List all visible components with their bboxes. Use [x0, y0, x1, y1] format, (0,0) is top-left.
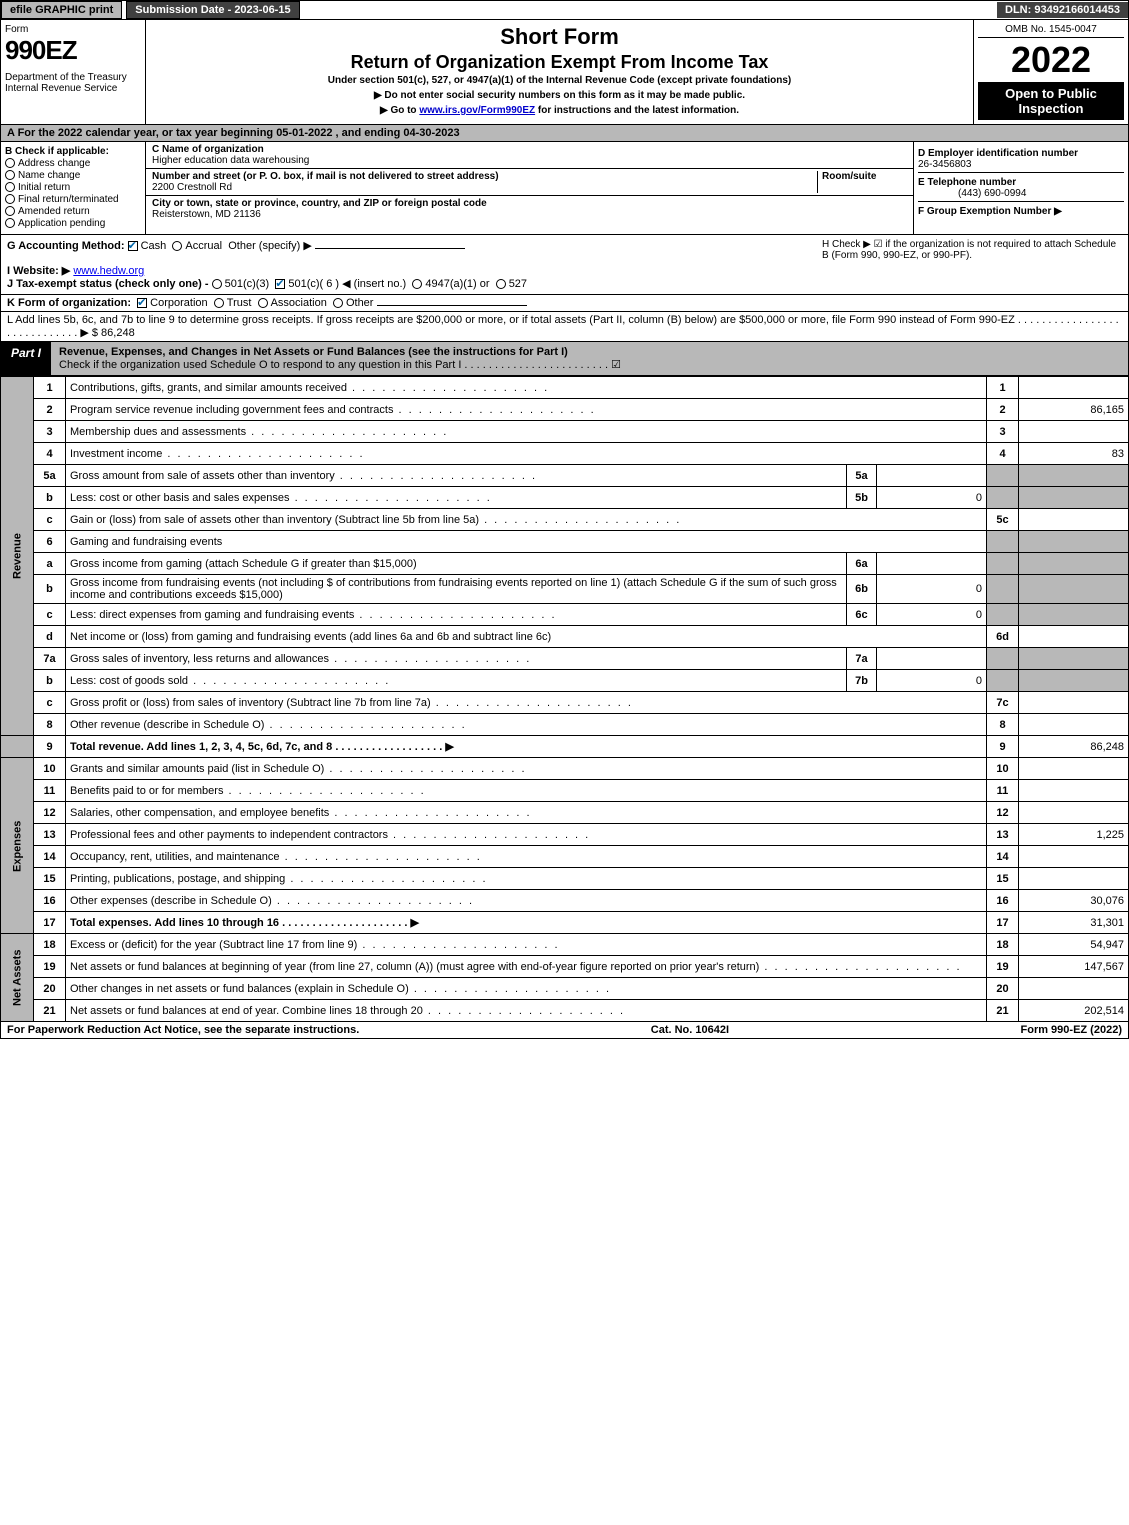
part1-header: Part I Revenue, Expenses, and Changes in…: [0, 342, 1129, 376]
omb-number: OMB No. 1545-0047: [978, 24, 1124, 38]
line-6c-val: 0: [877, 604, 987, 626]
line-2-val: 86,165: [1019, 399, 1129, 421]
check-4947[interactable]: [412, 279, 422, 289]
line-1-val: [1019, 377, 1129, 399]
line-18-val: 54,947: [1019, 934, 1129, 956]
section-l: L Add lines 5b, 6c, and 7b to line 9 to …: [0, 312, 1129, 342]
title-return: Return of Organization Exempt From Incom…: [154, 52, 965, 73]
efile-button[interactable]: efile GRAPHIC print: [1, 1, 122, 19]
b-title: B Check if applicable:: [5, 146, 109, 157]
line-1-desc: Contributions, gifts, grants, and simila…: [66, 377, 987, 399]
side-revenue: Revenue: [1, 377, 34, 736]
title-box: Short Form Return of Organization Exempt…: [146, 20, 973, 124]
tel-label: E Telephone number: [918, 177, 1016, 188]
other-org-input[interactable]: [377, 305, 527, 306]
org-street: 2200 Crestnoll Rd: [152, 182, 232, 193]
section-k: K Form of organization: Corporation Trus…: [0, 295, 1129, 312]
ein-label: D Employer identification number: [918, 148, 1078, 159]
form-id-box: Form 990EZ Department of the Treasury In…: [1, 20, 146, 124]
section-h: H Check ▶ ☑ if the organization is not r…: [822, 239, 1122, 261]
top-bar: efile GRAPHIC print Submission Date - 20…: [0, 0, 1129, 20]
tax-year: 2022: [978, 42, 1124, 78]
year-box: OMB No. 1545-0047 2022 Open to Public In…: [973, 20, 1128, 124]
form-header: Form 990EZ Department of the Treasury In…: [0, 20, 1129, 125]
goto-line: ▶ Go to www.irs.gov/Form990EZ for instru…: [154, 105, 965, 116]
c-room-label: Room/suite: [822, 171, 876, 182]
website-link[interactable]: www.hedw.org: [73, 265, 144, 277]
line-1-num: 1: [34, 377, 66, 399]
c-city-label: City or town, state or province, country…: [152, 198, 487, 209]
check-address-change[interactable]: Address change: [5, 158, 141, 169]
goto-pre: ▶ Go to: [380, 105, 419, 116]
c-street-label: Number and street (or P. O. box, if mail…: [152, 171, 499, 182]
irs-link[interactable]: www.irs.gov/Form990EZ: [419, 105, 535, 116]
line-21-val: 202,514: [1019, 1000, 1129, 1022]
part1-table: Revenue 1 Contributions, gifts, grants, …: [0, 376, 1129, 1022]
section-b: B Check if applicable: Address change Na…: [1, 142, 146, 234]
line-16-val: 30,076: [1019, 890, 1129, 912]
open-inspection: Open to Public Inspection: [978, 82, 1124, 120]
other-specify-input[interactable]: [315, 248, 465, 249]
check-amended-return[interactable]: Amended return: [5, 206, 141, 217]
check-application-pending[interactable]: Application pending: [5, 218, 141, 229]
footer: For Paperwork Reduction Act Notice, see …: [0, 1022, 1129, 1039]
check-corporation[interactable]: [137, 298, 147, 308]
form-number: 990EZ: [5, 35, 141, 66]
check-association[interactable]: [258, 298, 268, 308]
section-a: A For the 2022 calendar year, or tax yea…: [0, 125, 1129, 142]
line-5b-val: 0: [877, 487, 987, 509]
check-other[interactable]: [333, 298, 343, 308]
footer-left: For Paperwork Reduction Act Notice, see …: [7, 1024, 359, 1036]
side-net-assets: Net Assets: [1, 934, 34, 1022]
section-g: G Accounting Method: Cash Accrual Other …: [7, 239, 822, 290]
title-short-form: Short Form: [154, 24, 965, 50]
c-name-label: C Name of organization: [152, 144, 264, 155]
section-d: D Employer identification number 26-3456…: [913, 142, 1128, 234]
warning-line: ▶ Do not enter social security numbers o…: [154, 90, 965, 101]
footer-right: Form 990-EZ (2022): [1021, 1024, 1122, 1036]
check-501c3[interactable]: [212, 279, 222, 289]
gh-row: G Accounting Method: Cash Accrual Other …: [0, 235, 1129, 295]
check-initial-return[interactable]: Initial return: [5, 182, 141, 193]
tel-value: (443) 690-0994: [918, 188, 1026, 199]
bc-row: B Check if applicable: Address change Na…: [0, 142, 1129, 235]
org-name: Higher education data warehousing: [152, 155, 309, 166]
check-trust[interactable]: [214, 298, 224, 308]
group-label: F Group Exemption Number ▶: [918, 206, 1062, 217]
goto-post: for instructions and the latest informat…: [535, 105, 739, 116]
line-2-desc: Program service revenue including govern…: [66, 399, 987, 421]
line-6b-val: 0: [877, 575, 987, 604]
g-label: G Accounting Method:: [7, 240, 125, 252]
line-19-val: 147,567: [1019, 956, 1129, 978]
line-13-val: 1,225: [1019, 824, 1129, 846]
check-527[interactable]: [496, 279, 506, 289]
check-name-change[interactable]: Name change: [5, 170, 141, 181]
dln-label: DLN: 93492166014453: [997, 2, 1128, 18]
submission-date-button[interactable]: Submission Date - 2023-06-15: [126, 1, 299, 19]
side-expenses: Expenses: [1, 758, 34, 934]
subtitle: Under section 501(c), 527, or 4947(a)(1)…: [154, 75, 965, 86]
line-7b-val: 0: [877, 670, 987, 692]
ein-value: 26-3456803: [918, 159, 971, 170]
footer-mid: Cat. No. 10642I: [651, 1024, 729, 1036]
h-text: H Check ▶ ☑ if the organization is not r…: [822, 239, 1116, 261]
dept-label: Department of the Treasury Internal Reve…: [5, 72, 141, 94]
part1-label: Part I: [1, 342, 51, 375]
k-label: K Form of organization:: [7, 297, 131, 309]
form-label: Form: [5, 24, 141, 35]
line-9-val: 86,248: [1019, 736, 1129, 758]
j-label: J Tax-exempt status (check only one) -: [7, 278, 209, 290]
check-accrual[interactable]: [172, 241, 182, 251]
check-cash[interactable]: [128, 241, 138, 251]
i-label: I Website: ▶: [7, 265, 70, 277]
line-4-val: 83: [1019, 443, 1129, 465]
check-final-return[interactable]: Final return/terminated: [5, 194, 141, 205]
check-501c[interactable]: [275, 279, 285, 289]
part1-title: Revenue, Expenses, and Changes in Net As…: [51, 342, 1128, 375]
org-city: Reisterstown, MD 21136: [152, 209, 261, 220]
section-c: C Name of organization Higher education …: [146, 142, 913, 234]
line-17-val: 31,301: [1019, 912, 1129, 934]
